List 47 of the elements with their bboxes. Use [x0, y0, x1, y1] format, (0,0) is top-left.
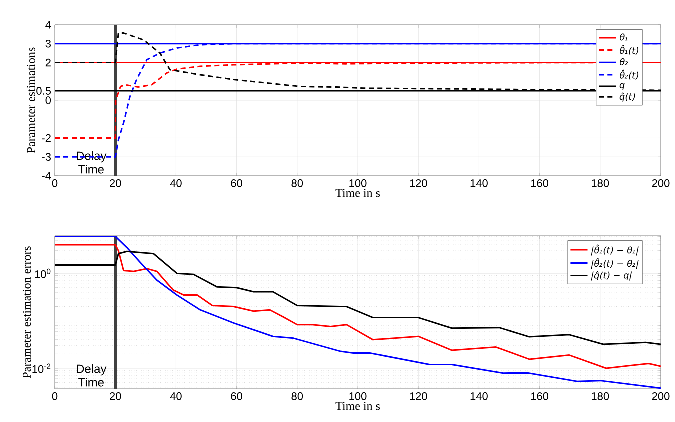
x-tick-label: 40	[170, 392, 182, 400]
y-axis-title: Parameter estimation errors	[22, 246, 32, 378]
x-axis-title: Time in s	[336, 402, 380, 410]
y-tick-label: -2	[42, 134, 51, 142]
legend-label: q	[620, 83, 625, 90]
x-tick-label: 60	[231, 180, 242, 188]
legend-label: |θ̂₁(t) − θ₁|	[591, 244, 639, 256]
x-tick-label: 40	[170, 180, 182, 188]
legend-label: |θ̂₂(t) − θ₂|	[591, 258, 639, 270]
ref-line-label: Delay Time	[77, 364, 107, 387]
x-tick-label: 20	[110, 180, 122, 188]
line-series	[55, 236, 661, 389]
x-tick-label: 160	[531, 392, 549, 400]
y-tick-label: 4	[46, 21, 52, 29]
legend-label: |q̂(t) − q|	[591, 271, 632, 281]
x-tick-label: 120	[410, 392, 428, 400]
y-tick-label: 10$^{0}$	[35, 268, 51, 278]
y-tick-label: 0	[46, 96, 52, 104]
y-tick-label: -4	[42, 172, 52, 180]
legend-label: q̂(t)	[620, 92, 636, 102]
x-tick-label: 180	[592, 180, 610, 188]
y-tick-label: -3	[42, 153, 51, 162]
x-tick-label: 0	[52, 180, 58, 188]
x-tick-label: 100	[350, 180, 367, 188]
y-axis-title: Parameter estimations	[27, 48, 36, 154]
x-tick-label: 80	[292, 180, 304, 188]
x-tick-label: 120	[410, 180, 428, 188]
legend-label: θ₂	[620, 58, 628, 66]
x-tick-label: 0	[52, 392, 58, 400]
y-tick-label: 10$^{-2}$	[32, 364, 51, 374]
legend-label: θ₁	[620, 34, 628, 41]
x-tick-label: 100	[350, 392, 367, 400]
y-tick-label: 0.5	[36, 87, 52, 95]
x-tick-label: 140	[470, 180, 488, 188]
y-tick-label: 3	[46, 40, 51, 48]
x-axis-title: Time in s	[336, 189, 380, 198]
legend-label: θ̂₂(t)	[620, 70, 639, 80]
x-tick-label: 200	[652, 180, 670, 188]
y-tick-label: 2	[46, 58, 51, 67]
x-tick-label: 80	[292, 392, 304, 400]
x-tick-label: 160	[531, 180, 549, 188]
x-tick-label: 20	[110, 392, 122, 400]
x-tick-label: 60	[231, 392, 242, 400]
x-tick-label: 200	[652, 392, 670, 400]
x-tick-label: 140	[470, 392, 488, 400]
legend-label: θ̂₁(t)	[620, 45, 639, 56]
x-tick-label: 180	[592, 392, 610, 400]
